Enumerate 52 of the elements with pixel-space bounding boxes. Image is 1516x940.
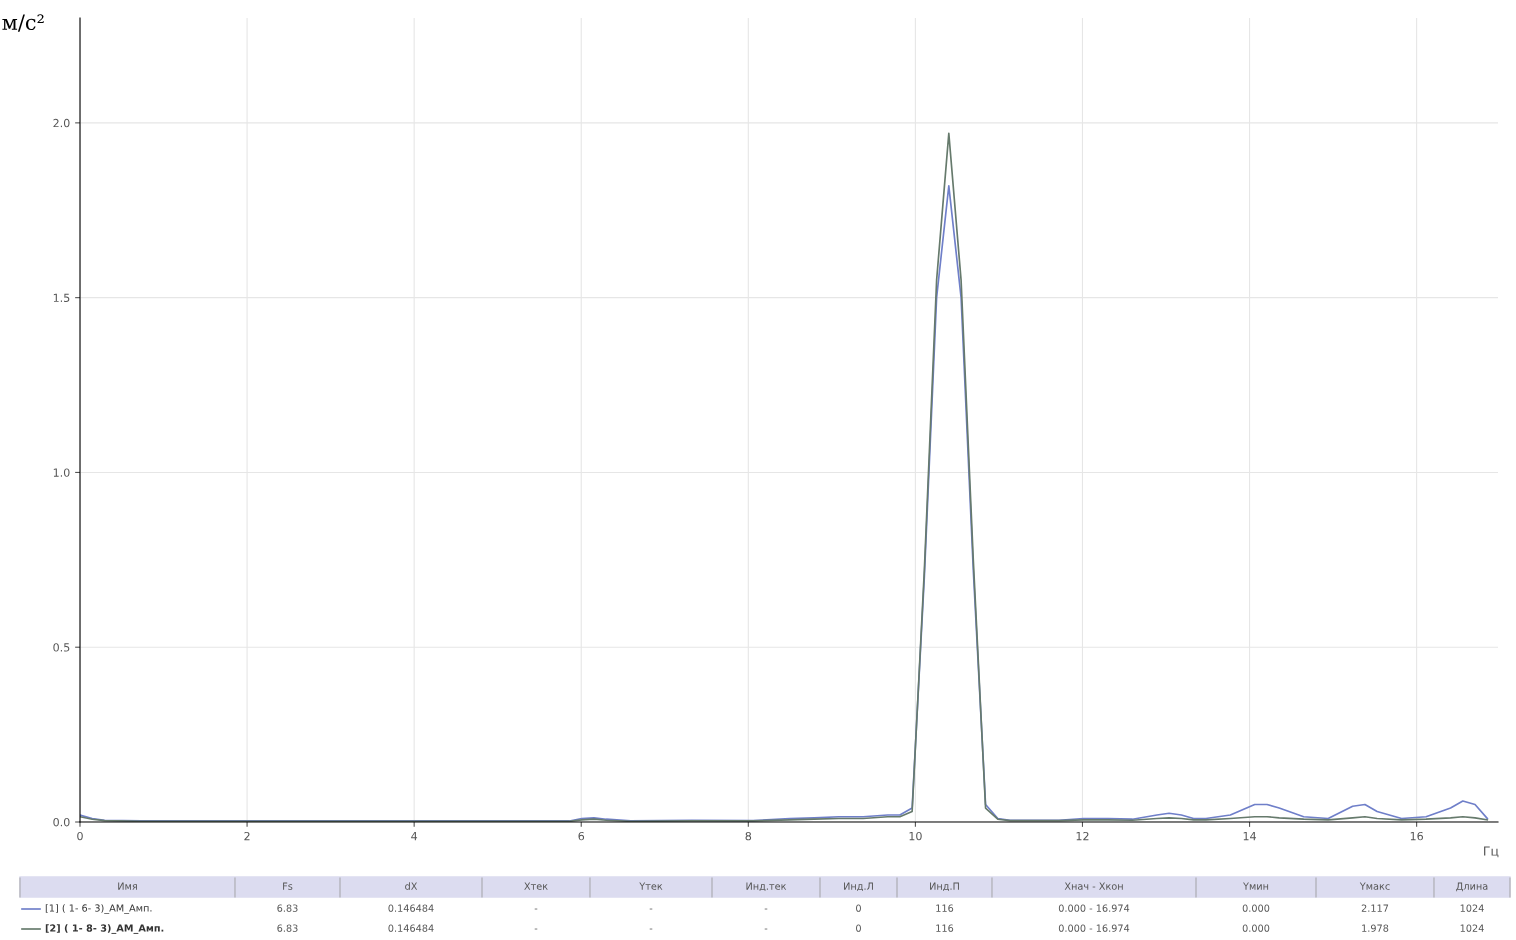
y-tick-label: 0.0 xyxy=(53,817,70,827)
text: - xyxy=(534,908,538,910)
x-tick-label: 12 xyxy=(1076,831,1089,841)
x-tick-label: 2 xyxy=(244,831,250,841)
text: 0.000 - 16.974 xyxy=(1058,924,1130,932)
x-tick-label: 14 xyxy=(1243,832,1256,841)
legend-label: [2] ( 1- 8- 3)_AM_Амп. xyxy=(45,924,164,934)
text: Yмакс xyxy=(1359,882,1390,890)
x-tick-label: 6 xyxy=(578,831,585,841)
text: Имя xyxy=(118,882,137,890)
text: Yмин xyxy=(1243,882,1269,890)
text: 6.83 xyxy=(277,904,298,912)
text: 2.117 xyxy=(1361,904,1389,912)
x-tick-label: 10 xyxy=(909,831,922,841)
text: Инд.П xyxy=(930,882,959,892)
text: Длина xyxy=(1456,882,1488,892)
text: - xyxy=(649,928,653,930)
text: 0.000 xyxy=(1242,924,1270,932)
text: - xyxy=(764,928,768,930)
text: 116 xyxy=(936,924,954,932)
x-tick-label: 8 xyxy=(745,831,752,841)
text: 6.83 xyxy=(277,924,298,932)
y-tick-label: 1.0 xyxy=(53,468,70,477)
text: 1024 xyxy=(1460,904,1484,912)
text: dX xyxy=(405,882,418,890)
text: 116 xyxy=(936,904,954,912)
text: Xнач - Xкон xyxy=(1064,882,1123,890)
x-tick-label: 16 xyxy=(1410,831,1423,841)
text: 0.000 xyxy=(1242,904,1270,912)
y-tick-label: 0.5 xyxy=(53,643,70,652)
x-tick-label: 4 xyxy=(411,832,418,841)
y-tick-label: 2.0 xyxy=(53,118,70,128)
text: - xyxy=(534,928,538,930)
legend-label: [1] ( 1- 6- 3)_AM_Амп. xyxy=(45,904,152,914)
text: 0.146484 xyxy=(388,904,434,912)
x-tick-label: 0 xyxy=(77,831,83,841)
text: Инд.Л xyxy=(844,882,873,892)
text: - xyxy=(764,908,768,910)
text: 1024 xyxy=(1460,924,1484,932)
y-tick-label: 1.5 xyxy=(53,293,70,303)
text: Fs xyxy=(283,882,293,890)
text: 0 xyxy=(856,924,861,932)
y-axis-title: м/с² xyxy=(2,14,44,32)
text: - xyxy=(649,908,653,910)
text: Yтек xyxy=(639,882,663,890)
text: Xтек xyxy=(524,882,548,890)
x-axis-title: Гц xyxy=(1484,846,1499,858)
text: 1.978 xyxy=(1362,924,1389,932)
text: Инд.тек xyxy=(746,882,787,892)
text: 0.146484 xyxy=(388,924,434,932)
text: 0 xyxy=(856,904,861,912)
text: 0.000 - 16.974 xyxy=(1058,904,1130,912)
